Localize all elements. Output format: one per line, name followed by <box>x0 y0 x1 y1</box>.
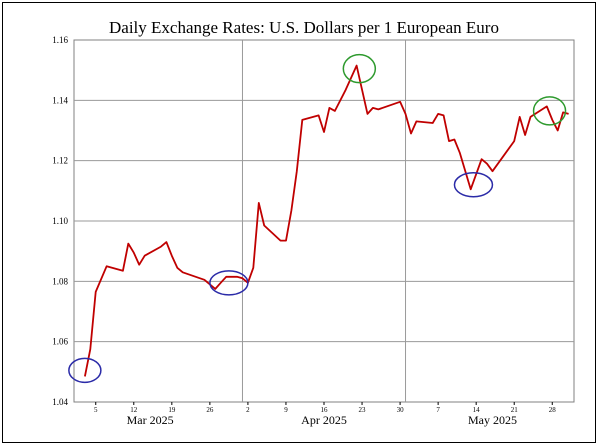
x-tick-label: 19 <box>168 406 176 414</box>
chart-title: Daily Exchange Rates: U.S. Dollars per 1… <box>109 18 499 37</box>
series-line <box>84 64 569 377</box>
y-tick-label: 1.08 <box>52 276 68 286</box>
month-label: Apr 2025 <box>301 413 347 427</box>
y-tick-label: 1.12 <box>52 156 68 166</box>
series-layer <box>84 64 569 377</box>
high-point-circle <box>532 96 567 126</box>
y-axis-ticks: 1.04 1.06 1.08 1.10 1.12 1.14 1.16 <box>52 35 68 407</box>
x-tick-label: 21 <box>511 406 519 414</box>
x-tick-label: 16 <box>321 406 329 414</box>
x-axis-ticks: 5 12 19 26 2 9 16 23 30 7 14 21 28 <box>94 402 556 414</box>
annotation-circles <box>68 53 567 384</box>
x-tick-label: 14 <box>473 406 481 414</box>
x-tick-label: 2 <box>246 406 250 414</box>
low-point-circle <box>453 172 494 198</box>
y-tick-label: 1.06 <box>52 337 68 347</box>
month-label: Mar 2025 <box>127 413 174 427</box>
grid-lines <box>74 40 574 402</box>
x-tick-label: 5 <box>94 406 98 414</box>
x-tick-label: 12 <box>130 406 138 414</box>
low-point-circle <box>209 270 249 296</box>
month-label: May 2025 <box>468 413 517 427</box>
x-tick-label: 23 <box>359 406 367 414</box>
x-tick-label: 30 <box>397 406 405 414</box>
y-tick-label: 1.10 <box>52 216 68 226</box>
x-tick-label: 7 <box>436 406 440 414</box>
month-labels: Mar 2025 Apr 2025 May 2025 <box>127 413 517 427</box>
y-tick-label: 1.14 <box>52 95 68 105</box>
y-tick-label: 1.04 <box>52 397 68 407</box>
y-tick-label: 1.16 <box>52 35 68 45</box>
x-tick-label: 26 <box>206 406 214 414</box>
x-tick-label: 28 <box>549 406 557 414</box>
high-point-circle <box>342 53 377 84</box>
low-point-circle <box>68 357 102 384</box>
x-tick-label: 9 <box>284 406 288 414</box>
